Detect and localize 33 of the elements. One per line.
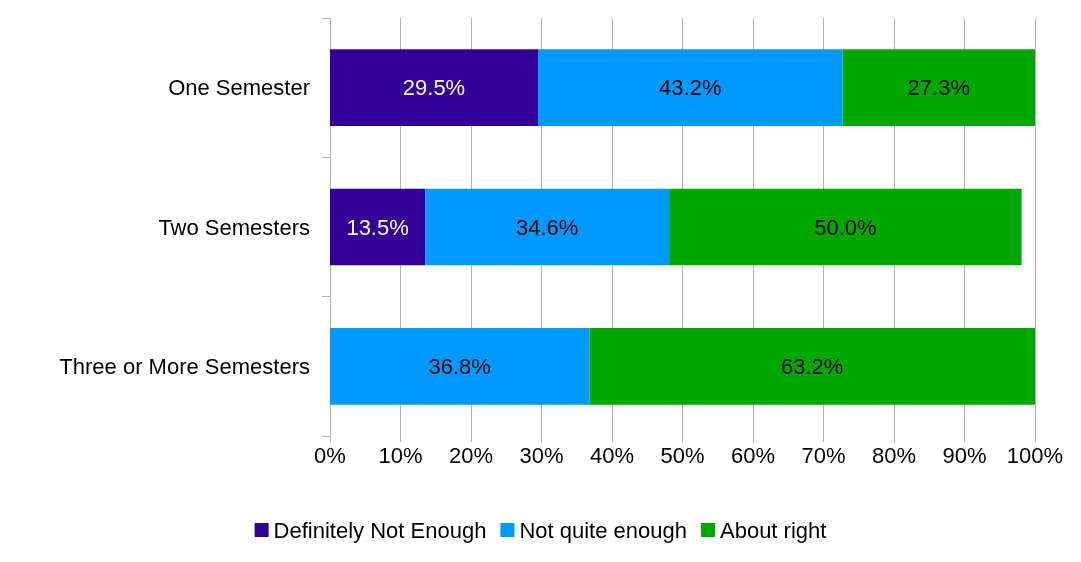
y-tick-label: Two Semesters bbox=[158, 214, 310, 240]
x-tick-label: 0% bbox=[314, 442, 346, 468]
y-tick-label: One Semester bbox=[168, 75, 310, 101]
bar bbox=[537, 49, 843, 126]
data-label: 29.5% bbox=[402, 75, 466, 101]
legend-label: Not quite enough bbox=[519, 517, 687, 543]
x-tick-label: 40% bbox=[589, 442, 635, 468]
x-tick-label: 10% bbox=[378, 442, 423, 468]
x-tick-label: 60% bbox=[730, 442, 776, 468]
bar bbox=[330, 188, 426, 266]
bar bbox=[330, 328, 590, 405]
data-label: 36.8% bbox=[428, 353, 491, 379]
x-tick-label: 80% bbox=[871, 442, 917, 468]
x-tick-label: 20% bbox=[448, 442, 494, 468]
x-tick-label: 30% bbox=[519, 442, 564, 468]
x-tick-label: 50% bbox=[660, 442, 705, 468]
x-tick-label: 100% bbox=[1006, 442, 1064, 468]
bar bbox=[425, 188, 670, 266]
data-label: 13.5% bbox=[346, 214, 409, 240]
data-label: 34.6% bbox=[515, 214, 579, 240]
y-tick-label: Three or More Semesters bbox=[59, 353, 310, 379]
x-tick-label: 70% bbox=[801, 442, 846, 468]
bar bbox=[330, 49, 538, 126]
bar bbox=[669, 188, 1022, 266]
data-label: 50.0% bbox=[814, 214, 877, 240]
data-label: 43.2% bbox=[659, 75, 722, 101]
bar bbox=[842, 49, 1035, 126]
data-label: 27.3% bbox=[907, 75, 970, 101]
legend-label: About right bbox=[719, 517, 827, 543]
legend-label: Definitely Not Enough bbox=[273, 517, 487, 543]
x-tick-label: 90% bbox=[942, 442, 987, 468]
data-label: 63.2% bbox=[781, 353, 844, 379]
bar bbox=[589, 328, 1035, 405]
